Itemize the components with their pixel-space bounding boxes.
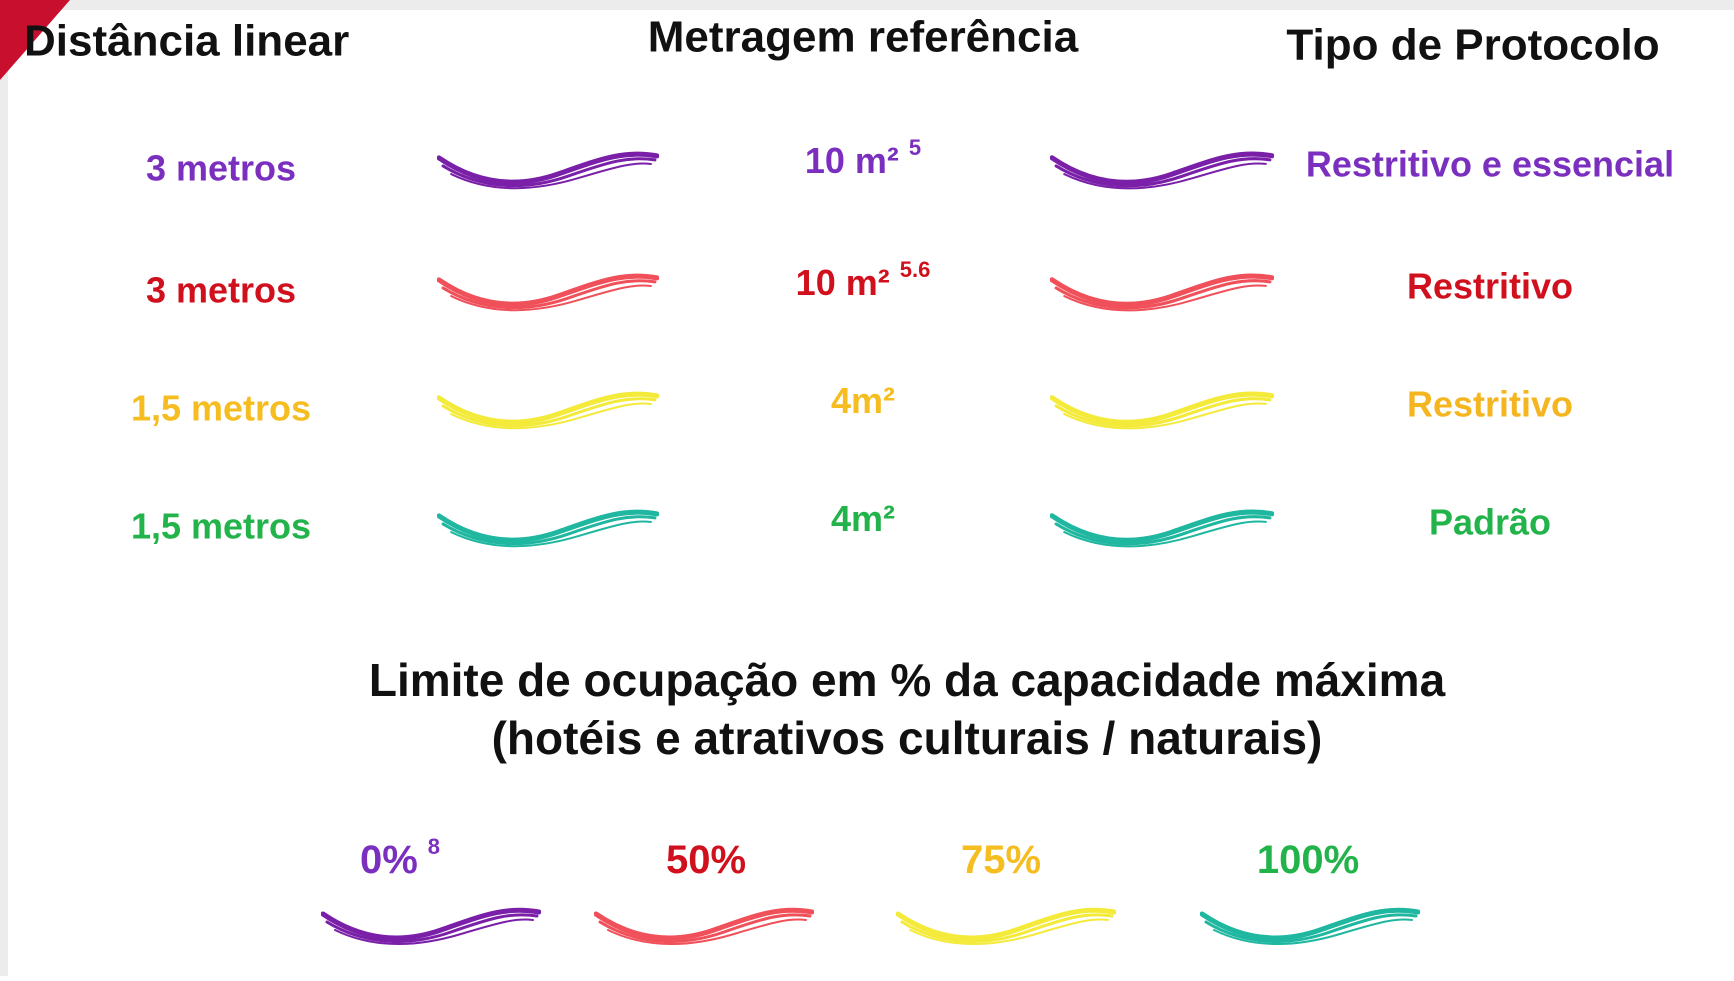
protocol: Restritivo bbox=[1407, 266, 1573, 307]
footnote-ref: 8 bbox=[428, 834, 440, 859]
occupancy-level: 75% bbox=[961, 838, 1041, 882]
area: 10 m² 5 bbox=[805, 135, 921, 181]
distance: 3 metros bbox=[146, 270, 296, 311]
occupancy-level: 50% bbox=[666, 838, 746, 882]
distance: 3 metros bbox=[146, 148, 296, 189]
column-header: Distância linear bbox=[24, 17, 349, 66]
column-header: Metragem referência bbox=[648, 13, 1079, 62]
content-area bbox=[8, 10, 1734, 976]
distance: 1,5 metros bbox=[131, 506, 311, 547]
occupancy-level-text: 50% bbox=[666, 838, 746, 882]
occupancy-level-text: 100% bbox=[1257, 838, 1359, 882]
protocol: Restritivo bbox=[1407, 384, 1573, 425]
column-header: Tipo de Protocolo bbox=[1286, 21, 1659, 70]
area-text: 10 m² bbox=[796, 262, 890, 303]
occupancy-level: 0% 8 bbox=[360, 834, 440, 882]
occupancy-level-text: 0% bbox=[360, 838, 418, 882]
area-text: 4m² bbox=[831, 380, 895, 421]
area: 4m² bbox=[831, 498, 895, 539]
section-title: Limite de ocupação em % da capacidade má… bbox=[369, 654, 1446, 706]
area: 4m² bbox=[831, 380, 895, 421]
protocol: Padrão bbox=[1429, 502, 1551, 543]
footnote-ref: 5.6 bbox=[900, 257, 931, 282]
area: 10 m² 5.6 bbox=[796, 257, 931, 303]
footnote-ref: 5 bbox=[909, 135, 921, 160]
occupancy-level: 100% bbox=[1257, 838, 1359, 882]
distance: 1,5 metros bbox=[131, 388, 311, 429]
corner-accent bbox=[0, 0, 70, 80]
protocol: Restritivo e essencial bbox=[1306, 144, 1674, 185]
occupancy-level-text: 75% bbox=[961, 838, 1041, 882]
section-title: (hotéis e atrativos culturais / naturais… bbox=[492, 712, 1323, 764]
area-text: 4m² bbox=[831, 498, 895, 539]
area-text: 10 m² bbox=[805, 140, 899, 181]
